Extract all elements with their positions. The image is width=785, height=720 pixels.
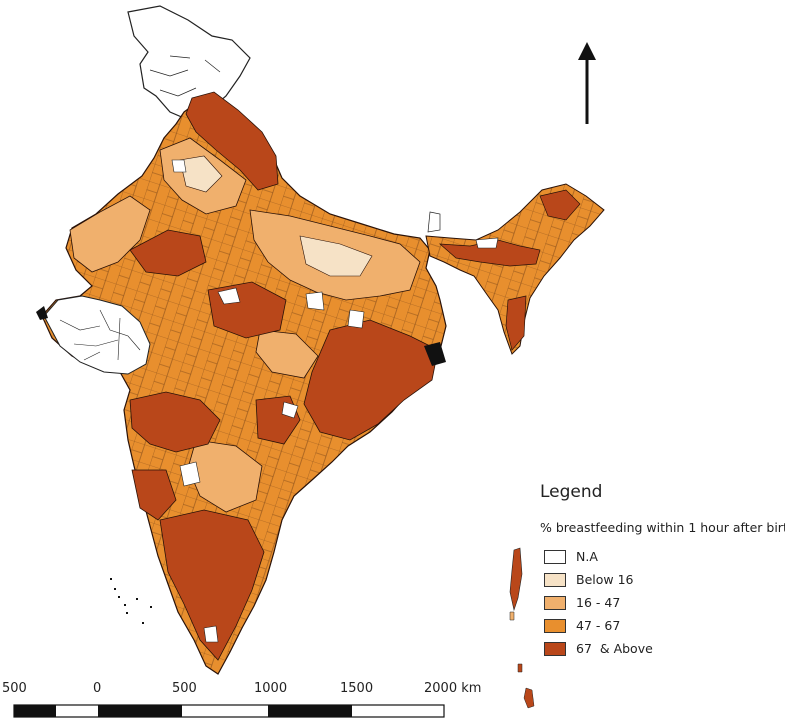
scale-label-0: 0 bbox=[93, 681, 102, 696]
legend-item-47-67: 47 - 67 bbox=[540, 614, 785, 637]
andaman-nicobar-islands bbox=[509, 547, 535, 709]
gujarat-na-region bbox=[43, 295, 151, 375]
legend-swatch-na bbox=[544, 549, 566, 564]
legend-swatch-67-above bbox=[544, 641, 566, 656]
scale-label-1000: 1000 bbox=[254, 681, 288, 696]
scale-label-1500: 1500 bbox=[340, 681, 374, 696]
legend-label-na: N.A bbox=[576, 549, 598, 564]
legend-item-below-16: Below 16 bbox=[540, 568, 785, 591]
legend-label-47-67: 47 - 67 bbox=[576, 618, 621, 633]
legend-item-16-47: 16 - 47 bbox=[540, 591, 785, 614]
legend-swatch-16-47 bbox=[544, 595, 566, 610]
legend-swatch-below-16 bbox=[544, 572, 566, 587]
legend-label-below-16: Below 16 bbox=[576, 572, 634, 587]
legend-subtitle: % breastfeeding within 1 hour after birt… bbox=[540, 520, 785, 535]
legend-title: Legend bbox=[540, 482, 603, 502]
legend-label-16-47: 16 - 47 bbox=[576, 595, 621, 610]
legend-item-na: N.A bbox=[540, 545, 785, 568]
legend-label-67-above: 67 & Above bbox=[576, 641, 653, 656]
scale-label-500: 500 bbox=[172, 681, 197, 696]
north-arrow-icon bbox=[578, 42, 596, 124]
legend-item-67-above: 67 & Above bbox=[540, 637, 785, 660]
scale-label-500-left: 500 bbox=[2, 681, 27, 696]
scale-label-2000: 2000 km bbox=[424, 681, 482, 696]
jammu-kashmir-region bbox=[127, 5, 251, 119]
lakshadweep-islands bbox=[110, 578, 152, 624]
scale-bar bbox=[13, 704, 445, 718]
legend-swatch-47-67 bbox=[544, 618, 566, 633]
legend: Legend % breastfeeding within 1 hour aft… bbox=[540, 482, 785, 660]
